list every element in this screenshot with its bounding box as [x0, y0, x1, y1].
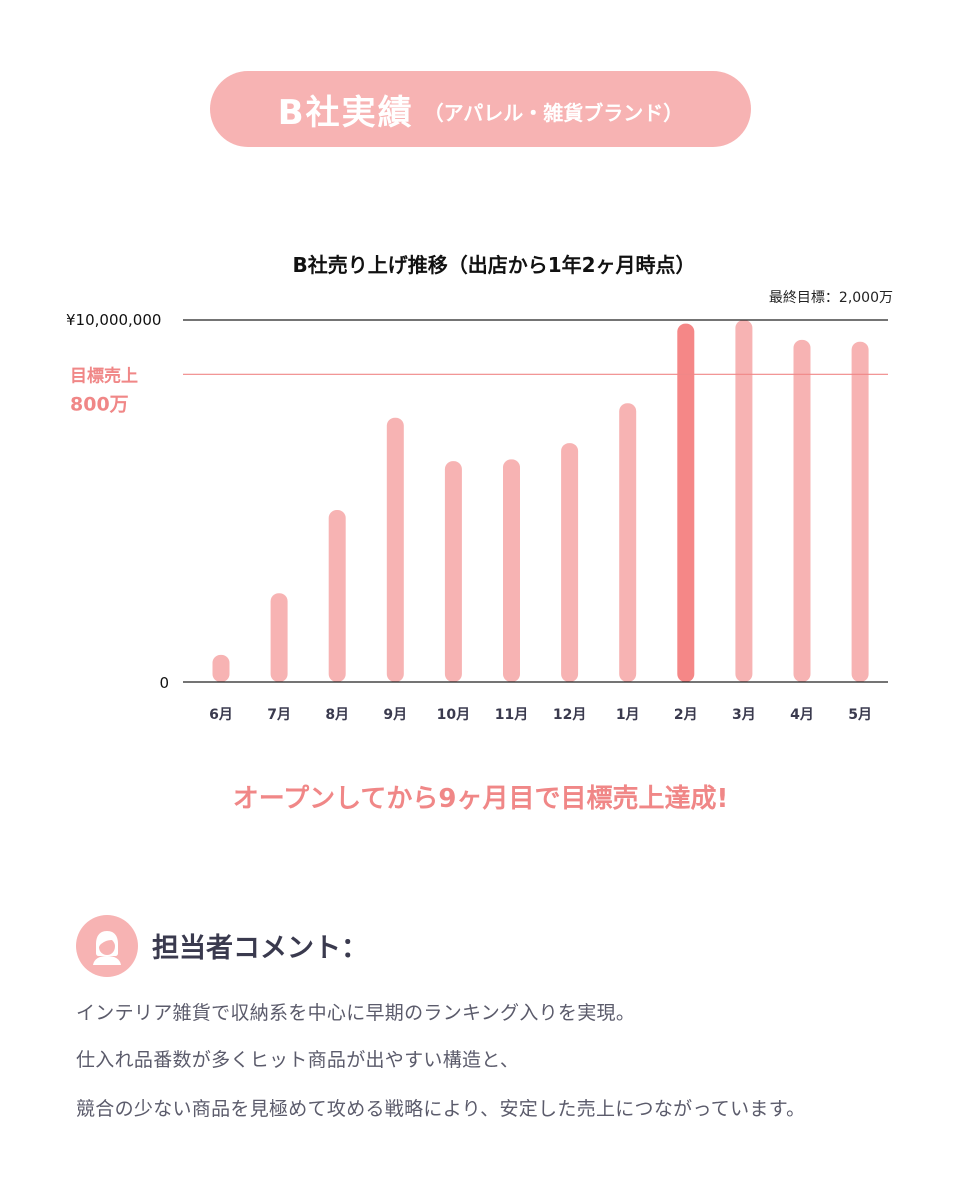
x-tick-labels: 6月 7月 8月 9月 10月 11月 12月 1月 2月 3月 4月 5月 — [209, 707, 872, 723]
x-tick-label-3: 8月 — [325, 707, 349, 723]
bar-10 — [735, 320, 753, 682]
chart-goal-note: 最終目標：2,000万 — [769, 290, 893, 306]
person-icon — [76, 915, 138, 977]
bar-5 — [444, 461, 462, 682]
x-tick-label-5: 10月 — [437, 707, 470, 723]
bar-6 — [503, 459, 520, 682]
bar-2 — [270, 593, 288, 682]
page-title: B社実績 — [277, 92, 414, 133]
x-tick-label-4: 9月 — [383, 707, 407, 723]
y-tick-label-zero: 0 — [159, 674, 169, 692]
target-value-label: 800万 — [70, 393, 129, 415]
bars-group — [212, 320, 869, 682]
bar-7 — [561, 443, 579, 682]
x-tick-label-12: 5月 — [848, 707, 872, 723]
bar-9 — [677, 323, 695, 682]
bar-8 — [619, 403, 637, 682]
x-tick-label-1: 6月 — [209, 707, 233, 723]
comment-title: 担当者コメント： — [152, 933, 368, 964]
chart-title: B社売り上げ推移（出店から1年2ヶ月時点） — [292, 253, 695, 277]
bar-1 — [212, 654, 230, 682]
comment-line-2: 仕入れ品番数が多くヒット商品が出やすい構造と、 — [76, 1049, 520, 1071]
bar-12 — [851, 341, 869, 682]
x-tick-label-10: 3月 — [732, 707, 756, 723]
x-tick-label-8: 1月 — [616, 707, 640, 723]
comment-line-3: 競合の少ない商品を見極めて攻める戦略により、安定した売上につながっています。 — [76, 1098, 806, 1120]
page-subtitle: （アパレル・雑貨ブランド） — [423, 100, 684, 125]
y-tick-label-max: ¥10,000,000 — [66, 311, 161, 329]
x-tick-label-7: 12月 — [553, 707, 586, 723]
bar-3 — [328, 510, 346, 682]
x-tick-label-6: 11月 — [495, 707, 528, 723]
bar-11 — [793, 339, 811, 682]
bar-4 — [386, 417, 404, 682]
target-label: 目標売上 — [70, 365, 138, 386]
sales-bar-chart: B社売り上げ推移（出店から1年2ヶ月時点） 最終目標：2,000万 ¥10,00… — [66, 253, 893, 723]
comment-line-1: インテリア雑貨で収納系を中心に早期のランキング入りを実現。 — [76, 1002, 636, 1024]
x-tick-label-2: 7月 — [267, 707, 291, 723]
achievement-message: オープンしてから9ヶ月目で目標売上達成! — [232, 784, 729, 814]
x-tick-label-11: 4月 — [790, 707, 814, 723]
x-tick-label-9: 2月 — [674, 707, 698, 723]
title-banner: B社実績 （アパレル・雑貨ブランド） — [210, 71, 751, 147]
